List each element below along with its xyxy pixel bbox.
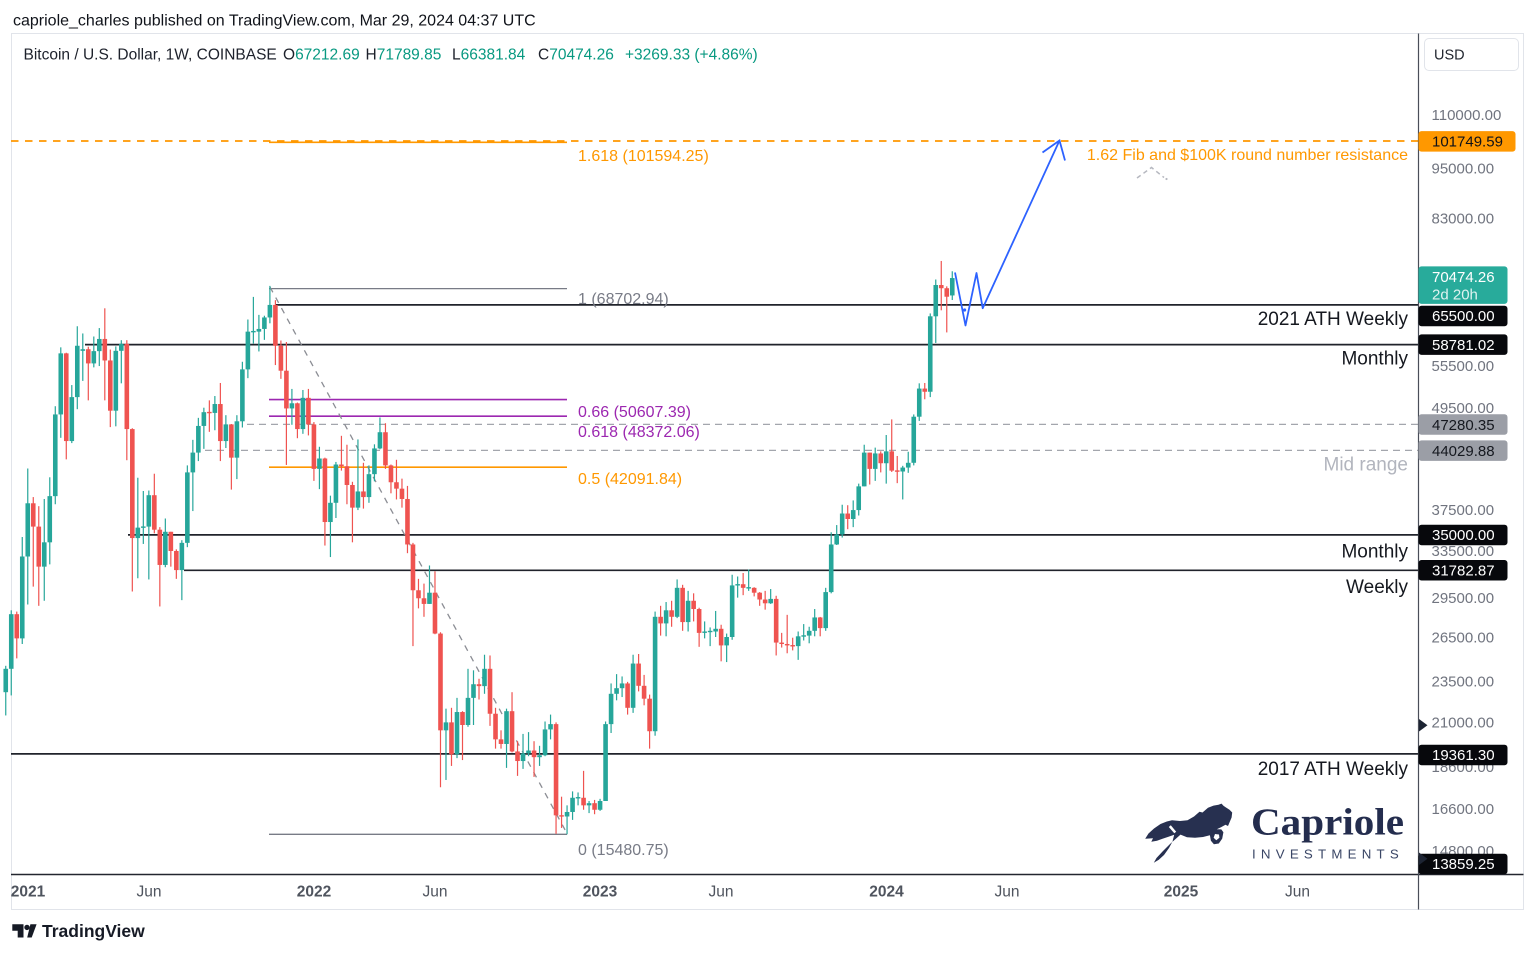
svg-text:37500.00: 37500.00 [1432,502,1495,519]
svg-text:65500.00: 65500.00 [1432,308,1495,325]
svg-text:Monthly: Monthly [1341,542,1408,563]
svg-text:35000.00: 35000.00 [1432,527,1495,544]
svg-text:2022: 2022 [297,883,331,900]
svg-text:2021: 2021 [11,883,46,900]
svg-text:31782.87: 31782.87 [1432,563,1495,580]
svg-text:55500.00: 55500.00 [1432,358,1495,375]
svg-text:Weekly: Weekly [1346,577,1408,598]
svg-text:33500.00: 33500.00 [1432,543,1495,560]
svg-text:Bitcoin / U.S. Dollar, 1W, COI: Bitcoin / U.S. Dollar, 1W, COINBASE O6721… [24,47,758,64]
svg-text:13859.25: 13859.25 [1432,856,1495,873]
svg-text:23500.00: 23500.00 [1432,673,1495,690]
svg-text:101749.59: 101749.59 [1432,134,1503,151]
svg-text:1.618 (101594.25): 1.618 (101594.25) [578,148,709,165]
svg-text:47280.35: 47280.35 [1432,417,1495,434]
svg-text:Jun: Jun [1285,883,1310,900]
svg-text:21000.00: 21000.00 [1432,715,1495,732]
svg-text:TradingView: TradingView [42,921,145,941]
svg-text:USD: USD [1434,48,1465,64]
svg-text:Jun: Jun [137,883,162,900]
svg-text:Jun: Jun [709,883,734,900]
svg-text:Jun: Jun [995,883,1020,900]
svg-text:INVESTMENTS: INVESTMENTS [1252,848,1404,862]
svg-text:110000.00: 110000.00 [1432,107,1502,124]
svg-text:capriole_charles published on: capriole_charles published on TradingVie… [13,13,536,30]
svg-text:26500.00: 26500.00 [1432,629,1495,646]
svg-text:2021 ATH Weekly: 2021 ATH Weekly [1258,309,1409,330]
svg-text:2d 20h: 2d 20h [1432,287,1478,304]
svg-text:1 (68702.94): 1 (68702.94) [578,291,669,308]
svg-text:0 (15480.75): 0 (15480.75) [578,842,669,859]
svg-text:58781.02: 58781.02 [1432,337,1495,354]
svg-text:16600.00: 16600.00 [1432,801,1495,818]
svg-text:29500.00: 29500.00 [1432,590,1495,607]
svg-text:0.618 (48372.06): 0.618 (48372.06) [578,424,700,441]
svg-text:0.5 (42091.84): 0.5 (42091.84) [578,471,682,488]
svg-text:Monthly: Monthly [1341,349,1408,370]
svg-text:2025: 2025 [1164,883,1199,900]
svg-text:44029.88: 44029.88 [1432,443,1495,460]
svg-text:95000.00: 95000.00 [1432,161,1495,178]
svg-text:49500.00: 49500.00 [1432,400,1495,417]
svg-text:2023: 2023 [583,883,618,900]
svg-text:2024: 2024 [869,883,904,900]
svg-text:1.62 Fib and $100K round numbe: 1.62 Fib and $100K round number resistan… [1087,147,1408,164]
svg-text:Capriole: Capriole [1251,802,1404,844]
svg-text:0.66 (50607.39): 0.66 (50607.39) [578,404,691,421]
svg-text:70474.26: 70474.26 [1432,269,1495,286]
svg-text:2017 ATH Weekly: 2017 ATH Weekly [1258,759,1409,780]
svg-text:83000.00: 83000.00 [1432,210,1495,227]
svg-text:Mid range: Mid range [1324,455,1409,476]
svg-text:19361.30: 19361.30 [1432,747,1495,764]
svg-text:Jun: Jun [423,883,448,900]
